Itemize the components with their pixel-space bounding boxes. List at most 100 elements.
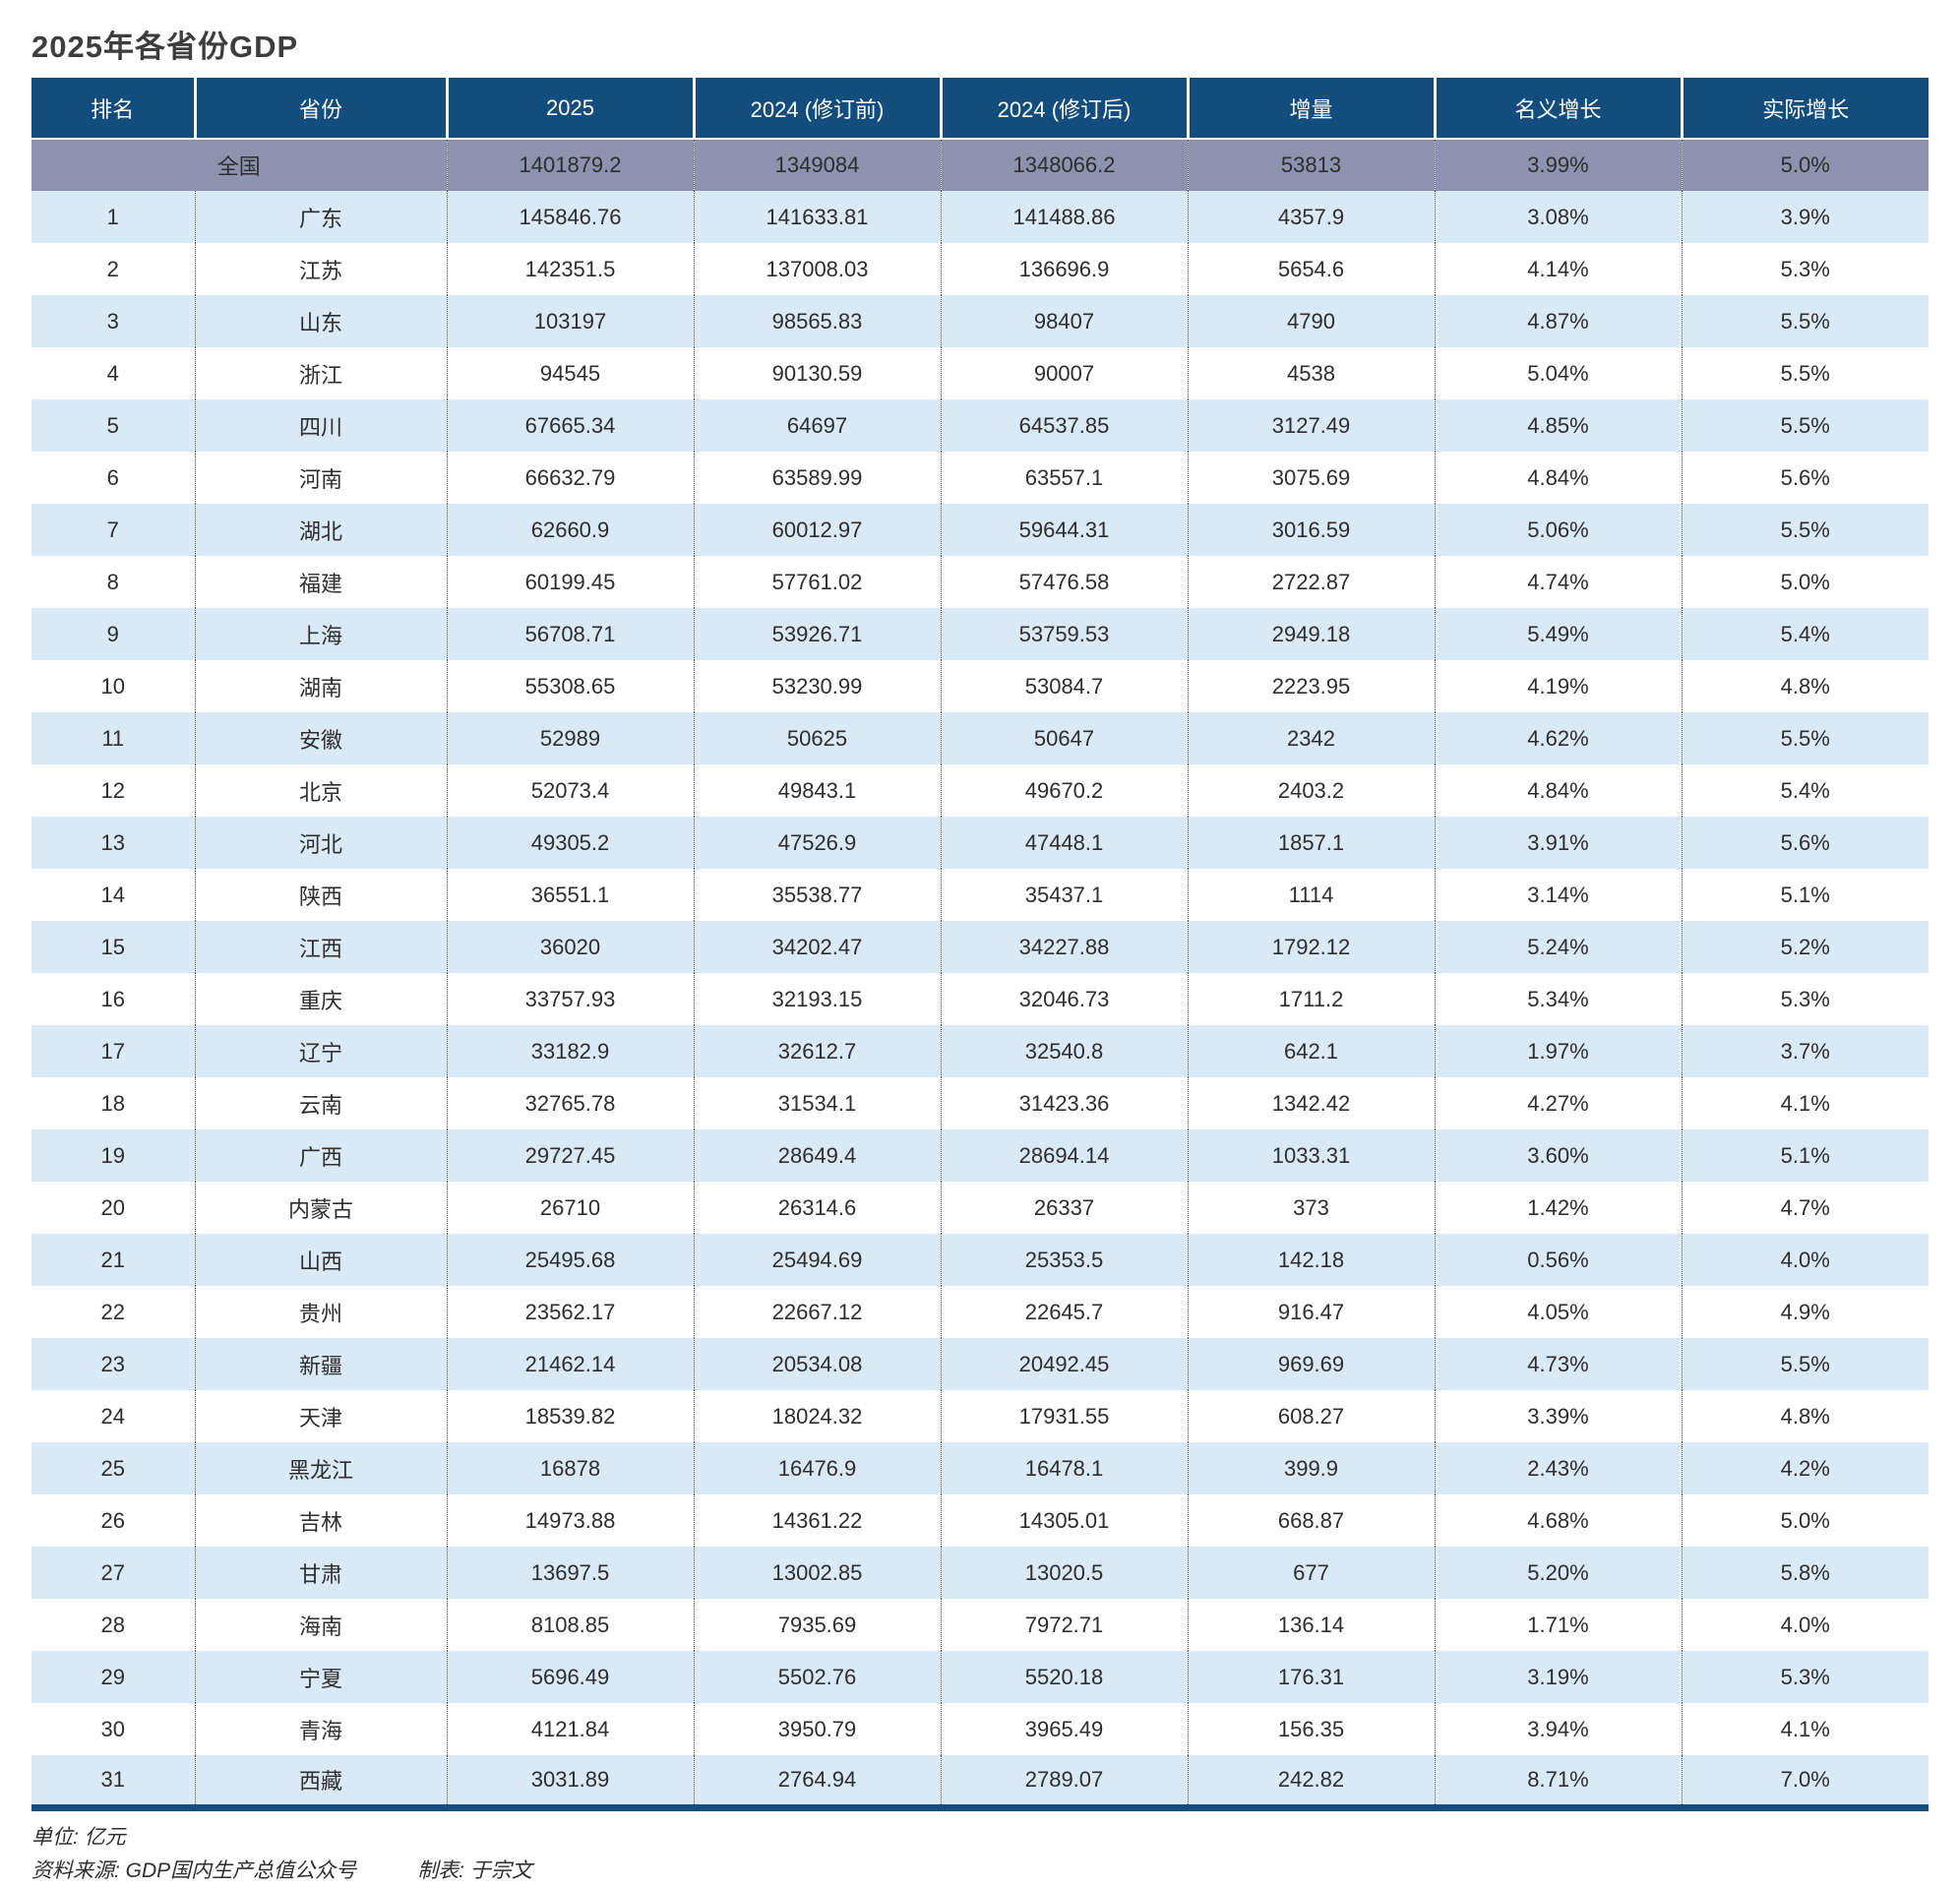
gdp-2024-post-cell: 57476.58 xyxy=(940,556,1188,608)
gdp-2025-cell: 32765.78 xyxy=(446,1077,694,1129)
column-header: 2025 xyxy=(445,78,694,140)
increment-cell: 2722.87 xyxy=(1187,556,1435,608)
real-growth-cell: 5.5% xyxy=(1681,347,1929,399)
real-growth-cell: 5.6% xyxy=(1681,817,1929,869)
nominal-growth-cell: 3.60% xyxy=(1434,1129,1682,1182)
gdp-2025-cell: 55308.65 xyxy=(446,660,694,712)
rank-cell: 23 xyxy=(31,1338,195,1390)
nominal-growth-cell: 5.20% xyxy=(1434,1547,1682,1599)
rank-cell: 20 xyxy=(31,1182,195,1234)
gdp-2025-cell: 23562.17 xyxy=(446,1286,694,1338)
gdp-2025-cell: 62660.9 xyxy=(446,504,694,556)
gdp-2024-post-cell: 16478.1 xyxy=(940,1442,1188,1494)
gdp-2025-cell: 36020 xyxy=(446,921,694,973)
table-row: 18 云南 32765.78 31534.1 31423.36 1342.42 4.27% 4… xyxy=(31,1077,1929,1129)
increment-cell: 1792.12 xyxy=(1187,921,1435,973)
table-row: 2 江苏 142351.5 137008.03 136696.9 5654.6 4.14% 5… xyxy=(31,243,1929,295)
province-cell: 甘肃 xyxy=(194,1547,447,1599)
rank-cell: 7 xyxy=(31,504,195,556)
gdp-2024-pre-cell: 2764.94 xyxy=(693,1755,941,1807)
gdp-2025-cell: 103197 xyxy=(446,295,694,347)
gdp-2024-post-cell: 53084.7 xyxy=(940,660,1188,712)
table-body: 全国 1401879.2 1349084 1348066.2 53813 3.99% 5.0… xyxy=(31,139,1929,1807)
nominal-growth-cell: 0.56% xyxy=(1434,1234,1682,1286)
gdp-2025-cell: 94545 xyxy=(446,347,694,399)
rank-cell: 25 xyxy=(31,1442,195,1494)
province-cell: 四川 xyxy=(194,399,447,452)
nominal-growth-cell: 5.04% xyxy=(1434,347,1682,399)
increment-cell: 3127.49 xyxy=(1187,399,1435,452)
source-note: 资料来源: GDP国内生产总值公众号 xyxy=(31,1858,357,1882)
table-row: 31 西藏 3031.89 2764.94 2789.07 242.82 8.71% 7.0% xyxy=(31,1755,1929,1807)
increment-cell: 1342.42 xyxy=(1187,1077,1435,1129)
gdp-2024-post-cell: 32540.8 xyxy=(940,1025,1188,1077)
real-growth-cell: 4.9% xyxy=(1681,1286,1929,1338)
real-growth-cell: 5.1% xyxy=(1681,869,1929,921)
nominal-growth-cell: 5.06% xyxy=(1434,504,1682,556)
gdp-2025-cell: 36551.1 xyxy=(446,869,694,921)
gdp-2024-post-cell: 63557.1 xyxy=(940,452,1188,504)
nominal-growth-cell: 5.24% xyxy=(1434,921,1682,973)
table-row: 6 河南 66632.79 63589.99 63557.1 3075.69 4.84% 5.… xyxy=(31,452,1929,504)
increment-cell: 1114 xyxy=(1187,869,1435,921)
column-header: 增量 xyxy=(1186,78,1435,140)
gdp-2024-post-cell: 98407 xyxy=(940,295,1188,347)
increment-cell: 1033.31 xyxy=(1187,1129,1435,1182)
province-cell: 河北 xyxy=(194,817,447,869)
increment-cell: 677 xyxy=(1187,1547,1435,1599)
increment-cell: 1711.2 xyxy=(1187,973,1435,1025)
column-header: 实际增长 xyxy=(1680,78,1929,140)
table-row: 29 宁夏 5696.49 5502.76 5520.18 176.31 3.19% 5.3% xyxy=(31,1651,1929,1703)
table-row: 20 内蒙古 26710 26314.6 26337 373 1.42% 4.7% xyxy=(31,1182,1929,1234)
column-header: 名义增长 xyxy=(1433,78,1682,140)
gdp-2025-cell: 56708.71 xyxy=(446,608,694,660)
column-header: 省份 xyxy=(193,78,447,140)
source-line: 资料来源: GDP国内生产总值公众号 制表: 于宗文 xyxy=(31,1855,1929,1888)
gdp-2025-cell: 16878 xyxy=(446,1442,694,1494)
gdp-table: 排名 省份 2025 2024 (修订前) 2024 (修订后) 增量 名义增长 实际增长 全… xyxy=(31,78,1929,1811)
province-cell: 江苏 xyxy=(194,243,447,295)
gdp-2025-cell: 33757.93 xyxy=(446,973,694,1025)
nominal-growth-cell: 1.42% xyxy=(1434,1182,1682,1234)
nominal-growth-cell: 1.71% xyxy=(1434,1599,1682,1651)
province-cell: 云南 xyxy=(194,1077,447,1129)
gdp-2025-cell: 52989 xyxy=(446,712,694,764)
gdp-2024-pre-cell: 16476.9 xyxy=(693,1442,941,1494)
rank-cell: 9 xyxy=(31,608,195,660)
table-row: 28 海南 8108.85 7935.69 7972.71 136.14 1.71% 4.0% xyxy=(31,1599,1929,1651)
increment-cell: 3016.59 xyxy=(1187,504,1435,556)
gdp-2024-pre-cell: 18024.32 xyxy=(693,1390,941,1442)
gdp-2025-cell: 25495.68 xyxy=(446,1234,694,1286)
page-title: 2025年各省份GDP xyxy=(31,30,299,64)
national-cell: 1349084 xyxy=(693,139,941,191)
table-footer: 单位: 亿元 资料来源: GDP国内生产总值公众号 制表: 于宗文 xyxy=(31,1821,1929,1888)
gdp-2024-pre-cell: 7935.69 xyxy=(693,1599,941,1651)
nominal-growth-cell: 1.97% xyxy=(1434,1025,1682,1077)
gdp-2024-pre-cell: 98565.83 xyxy=(693,295,941,347)
table-row: 14 陕西 36551.1 35538.77 35437.1 1114 3.14% 5.1% xyxy=(31,869,1929,921)
province-cell: 重庆 xyxy=(194,973,447,1025)
table-row: 3 山东 103197 98565.83 98407 4790 4.87% 5.5% xyxy=(31,295,1929,347)
real-growth-cell: 7.0% xyxy=(1681,1755,1929,1807)
rank-cell: 14 xyxy=(31,869,195,921)
column-header: 排名 xyxy=(31,78,195,140)
gdp-2025-cell: 145846.76 xyxy=(446,191,694,243)
province-cell: 贵州 xyxy=(194,1286,447,1338)
table-row: 12 北京 52073.4 49843.1 49670.2 2403.2 4.84% 5.4% xyxy=(31,764,1929,817)
rank-cell: 22 xyxy=(31,1286,195,1338)
increment-cell: 2342 xyxy=(1187,712,1435,764)
gdp-2024-post-cell: 25353.5 xyxy=(940,1234,1188,1286)
increment-cell: 3075.69 xyxy=(1187,452,1435,504)
gdp-2024-post-cell: 35437.1 xyxy=(940,869,1188,921)
gdp-2025-cell: 4121.84 xyxy=(446,1703,694,1755)
nominal-growth-cell: 4.19% xyxy=(1434,660,1682,712)
real-growth-cell: 5.6% xyxy=(1681,452,1929,504)
gdp-2024-pre-cell: 63589.99 xyxy=(693,452,941,504)
gdp-2024-post-cell: 53759.53 xyxy=(940,608,1188,660)
gdp-2024-pre-cell: 141633.81 xyxy=(693,191,941,243)
table-row: 16 重庆 33757.93 32193.15 32046.73 1711.2 5.34% 5… xyxy=(31,973,1929,1025)
gdp-2025-cell: 60199.45 xyxy=(446,556,694,608)
province-cell: 山东 xyxy=(194,295,447,347)
table-row: 24 天津 18539.82 18024.32 17931.55 608.27 3.39% 4… xyxy=(31,1390,1929,1442)
province-cell: 福建 xyxy=(194,556,447,608)
